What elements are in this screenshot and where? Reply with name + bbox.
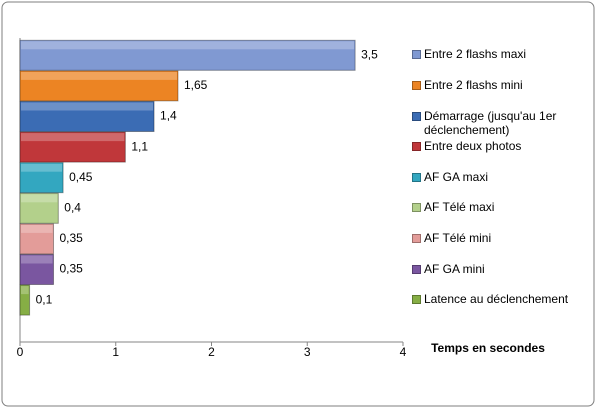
legend-swatch	[412, 111, 421, 121]
legend-item: Entre 2 flashs maxi	[412, 47, 577, 61]
x-axis-title: Temps en secondes	[431, 341, 545, 355]
bar-highlight	[21, 255, 53, 264]
legend-item: AF GA maxi	[412, 170, 577, 184]
legend-item: Démarrage (jusqu'au 1er déclenchement)	[412, 109, 577, 137]
bar-highlight	[21, 163, 63, 172]
legend-label: AF Télé maxi	[424, 200, 495, 215]
legend-label: AF GA mini	[424, 261, 485, 276]
bar	[19, 284, 31, 316]
data-label: 1,4	[160, 109, 177, 123]
legend-item: Latence au déclenchement	[412, 292, 577, 306]
bar	[19, 70, 179, 102]
bar	[19, 39, 356, 71]
data-label: 0,35	[60, 262, 84, 276]
legend-label: Démarrage (jusqu'au 1er déclenchement)	[424, 108, 557, 137]
bar	[19, 223, 55, 255]
x-tick-label: 4	[400, 345, 407, 359]
legend-swatch	[412, 172, 421, 182]
legend-label: Latence au déclenchement	[424, 292, 569, 307]
legend-label: Entre deux photos	[424, 139, 522, 154]
legend-swatch	[412, 203, 421, 213]
bar	[19, 162, 64, 194]
bar-highlight	[21, 102, 154, 111]
legend-swatch	[412, 142, 421, 152]
bar-highlight	[21, 71, 177, 80]
data-label: 0,45	[69, 170, 93, 184]
data-label: 0,4	[64, 200, 81, 214]
legend-item: AF Télé mini	[412, 231, 577, 245]
legend-swatch	[412, 233, 421, 243]
x-tick-label: 2	[208, 345, 215, 359]
data-label: 1,1	[131, 139, 148, 153]
bar	[19, 101, 155, 132]
legend-label: Entre 2 flashs mini	[424, 77, 523, 92]
legend-label: AF GA maxi	[424, 169, 489, 184]
legend-item: Entre 2 flashs mini	[412, 78, 577, 92]
bar-highlight	[21, 194, 58, 203]
legend-label: AF Télé mini	[424, 230, 492, 245]
legend-swatch	[412, 50, 421, 60]
legend-swatch	[412, 295, 421, 305]
bar-highlight	[21, 286, 29, 295]
bar	[19, 131, 126, 163]
x-tick-label: 3	[304, 345, 311, 359]
bar-highlight	[21, 224, 53, 233]
legend-item: AF GA mini	[412, 262, 577, 276]
bar	[19, 254, 55, 285]
legend-item: Entre deux photos	[412, 139, 577, 153]
x-tick-label: 0	[17, 345, 24, 359]
bar-highlight	[21, 133, 125, 142]
legend-swatch	[412, 80, 421, 90]
data-label: 0,1	[36, 292, 53, 306]
legend-label: Entre 2 flashs maxi	[424, 47, 527, 62]
x-tick-label: 1	[112, 345, 119, 359]
data-label: 0,35	[60, 231, 84, 245]
data-label: 1,65	[184, 78, 208, 92]
legend-swatch	[412, 264, 421, 274]
data-label: 3,5	[361, 47, 378, 61]
legend-item: AF Télé maxi	[412, 200, 577, 214]
bar-highlight	[21, 41, 355, 50]
bar	[19, 192, 59, 224]
